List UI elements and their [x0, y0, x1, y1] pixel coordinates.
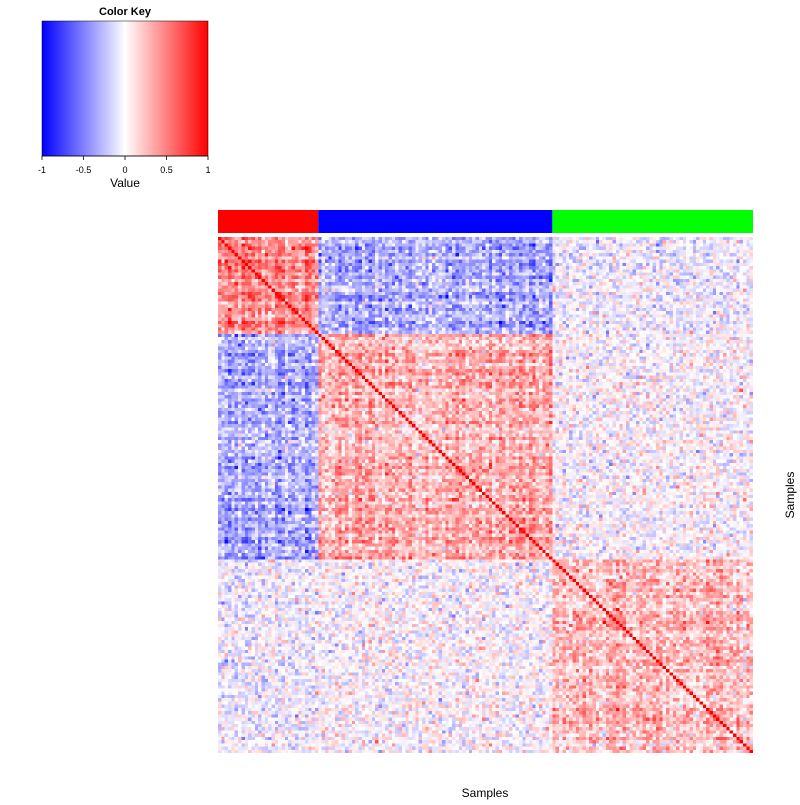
color-key-tick-label: -0.5	[76, 165, 92, 175]
color-key-gradient-bar	[41, 20, 209, 157]
y-axis-label: Samples	[783, 472, 797, 519]
color-key-title: Color Key	[99, 6, 152, 18]
side-color-group-3	[552, 210, 753, 233]
color-key: Color Key -1 -0.5 0 0.5 1 Value	[38, 6, 211, 190]
color-key-tick-label: 0	[122, 165, 127, 175]
side-color-group-2	[318, 210, 553, 233]
column-side-colors	[218, 210, 753, 233]
heatmap-cells	[218, 237, 753, 753]
color-key-tick-label: -1	[38, 165, 46, 175]
x-axis-label: Samples	[462, 786, 509, 800]
side-color-group-1	[218, 210, 319, 233]
color-key-ticks: -1 -0.5 0 0.5 1	[38, 155, 211, 175]
color-key-tick-label: 0.5	[160, 165, 173, 175]
color-key-tick-label: 1	[205, 165, 210, 175]
color-key-label: Value	[110, 176, 140, 190]
